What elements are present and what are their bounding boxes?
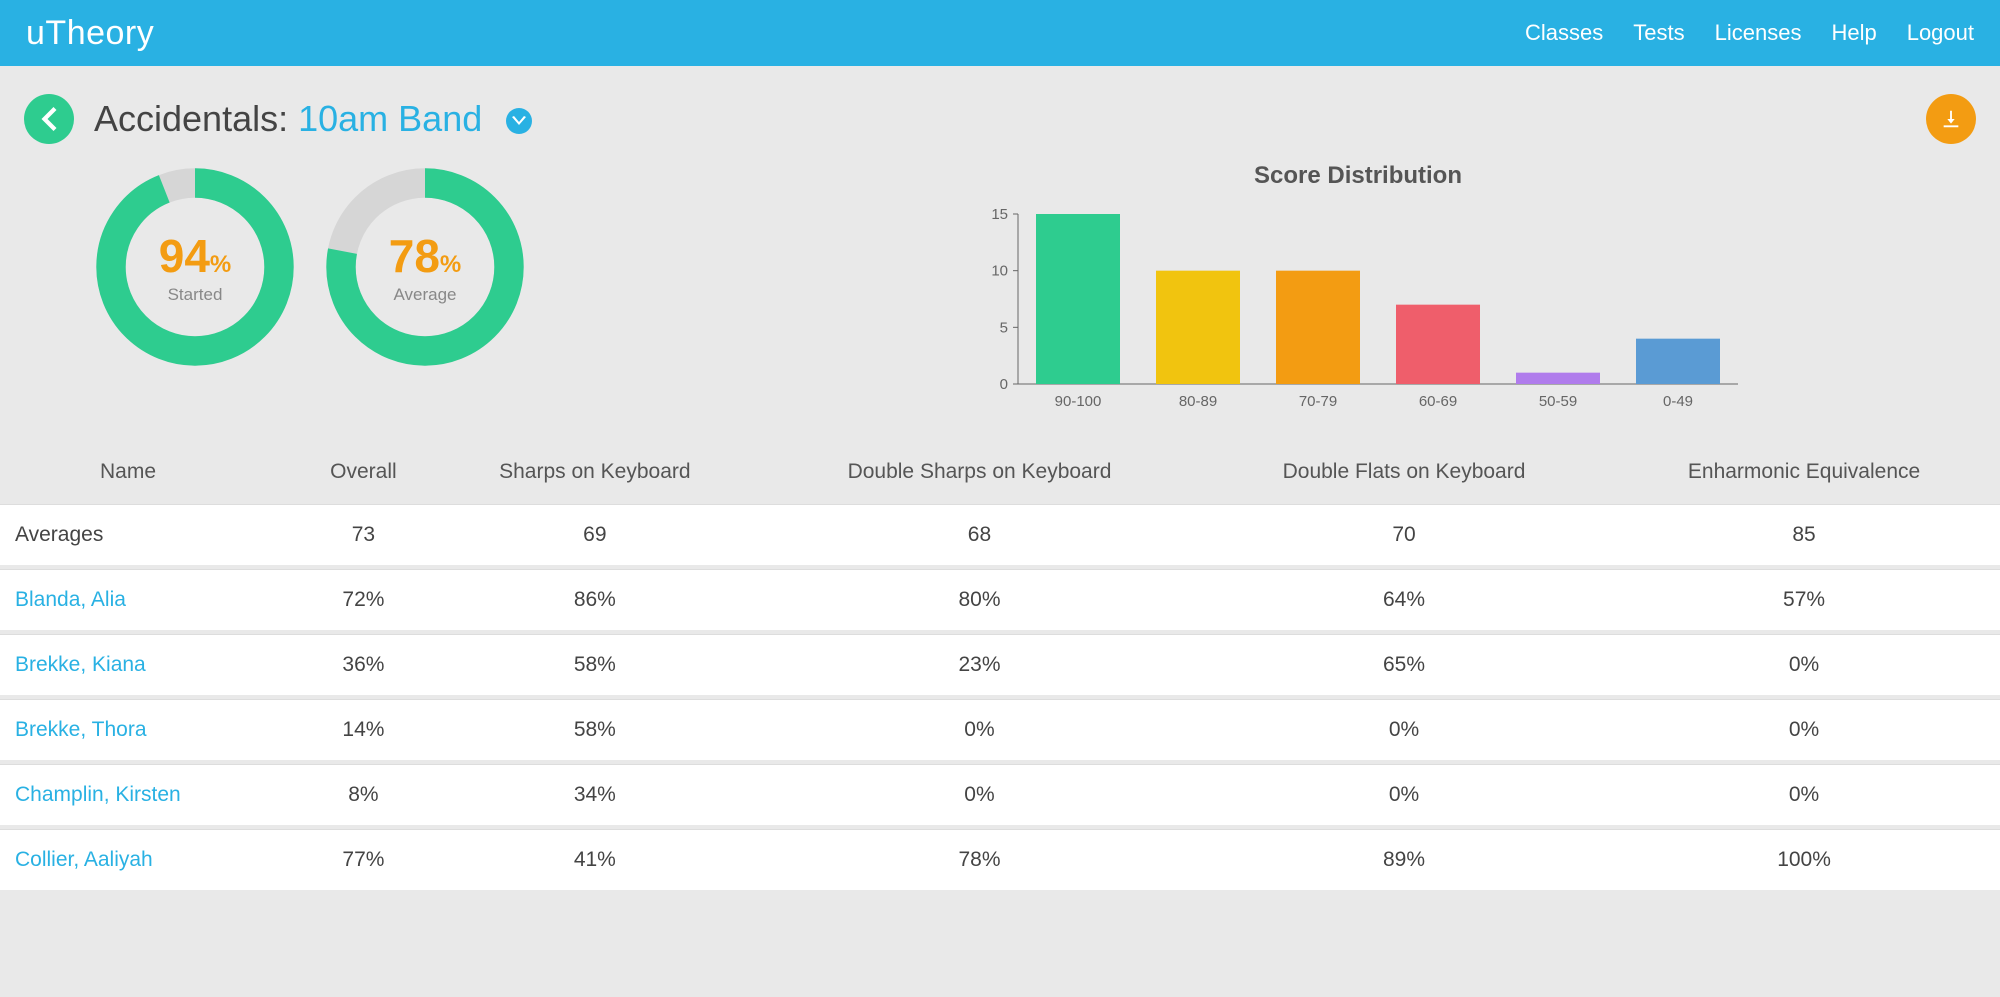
chart-title: Score Distribution — [740, 162, 1976, 190]
nav-licenses[interactable]: Licenses — [1715, 20, 1802, 46]
nav-tests[interactable]: Tests — [1633, 20, 1684, 46]
svg-text:70-79: 70-79 — [1299, 393, 1337, 410]
cell: 14% — [296, 699, 430, 760]
cell: 23% — [759, 634, 1200, 695]
svg-text:15: 15 — [991, 206, 1008, 223]
svg-text:5: 5 — [1000, 319, 1008, 336]
svg-text:0: 0 — [1000, 376, 1008, 393]
bar-60-69 — [1396, 305, 1480, 384]
donut-average-label: Average — [393, 285, 456, 305]
donut-started-value: 94% — [159, 229, 232, 283]
cell: 0% — [1608, 634, 2000, 695]
title-prefix: Accidentals: — [94, 98, 298, 139]
column-header[interactable]: Enharmonic Equivalence — [1608, 444, 2000, 500]
page-title: Accidentals: 10am Band — [94, 98, 532, 140]
cell: 64% — [1200, 569, 1608, 630]
cell: 73 — [296, 504, 430, 565]
summary-row: 94% Started 78% Average Score Distributi… — [0, 154, 2000, 440]
cell: 0% — [1608, 699, 2000, 760]
cell: 65% — [1200, 634, 1608, 695]
averages-label: Averages — [0, 504, 296, 565]
svg-text:10: 10 — [991, 263, 1008, 280]
cell: 41% — [431, 829, 759, 890]
download-button[interactable] — [1926, 94, 1976, 144]
scores-table: NameOverallSharps on KeyboardDouble Shar… — [0, 440, 2000, 894]
back-button[interactable] — [24, 94, 74, 144]
donut-average: 78% Average — [320, 162, 530, 372]
column-header[interactable]: Double Flats on Keyboard — [1200, 444, 1608, 500]
cell: 0% — [759, 764, 1200, 825]
cell: 0% — [1608, 764, 2000, 825]
nav-logout[interactable]: Logout — [1907, 20, 1974, 46]
column-header[interactable]: Name — [0, 444, 296, 500]
column-header[interactable]: Sharps on Keyboard — [431, 444, 759, 500]
cell: 0% — [1200, 764, 1608, 825]
cell: 8% — [296, 764, 430, 825]
cell: 0% — [759, 699, 1200, 760]
logo[interactable]: uTheory — [26, 14, 154, 53]
svg-text:90-100: 90-100 — [1055, 393, 1102, 410]
donut-started: 94% Started — [90, 162, 300, 372]
cell: 86% — [431, 569, 759, 630]
column-header[interactable]: Double Sharps on Keyboard — [759, 444, 1200, 500]
cell: 58% — [431, 699, 759, 760]
cell: 100% — [1608, 829, 2000, 890]
cell: 80% — [759, 569, 1200, 630]
title-row: Accidentals: 10am Band — [0, 66, 2000, 154]
cell: 77% — [296, 829, 430, 890]
student-name[interactable]: Brekke, Thora — [0, 699, 296, 760]
cell: 0% — [1200, 699, 1608, 760]
class-name[interactable]: 10am Band — [298, 98, 482, 139]
table-row: Brekke, Thora14%58%0%0%0% — [0, 699, 2000, 760]
bar-80-89 — [1156, 271, 1240, 384]
bar-70-79 — [1276, 271, 1360, 384]
topbar: uTheory Classes Tests Licenses Help Logo… — [0, 0, 2000, 66]
table-row: Champlin, Kirsten8%34%0%0%0% — [0, 764, 2000, 825]
svg-text:50-59: 50-59 — [1539, 393, 1577, 410]
nav-classes[interactable]: Classes — [1525, 20, 1603, 46]
cell: 68 — [759, 504, 1200, 565]
student-name[interactable]: Champlin, Kirsten — [0, 764, 296, 825]
cell: 78% — [759, 829, 1200, 890]
table-header-row: NameOverallSharps on KeyboardDouble Shar… — [0, 444, 2000, 500]
cell: 89% — [1200, 829, 1608, 890]
student-name[interactable]: Brekke, Kiana — [0, 634, 296, 695]
cell: 69 — [431, 504, 759, 565]
download-icon — [1940, 108, 1962, 130]
cell: 57% — [1608, 569, 2000, 630]
bar-50-59 — [1516, 373, 1600, 384]
svg-text:60-69: 60-69 — [1419, 393, 1457, 410]
column-header[interactable]: Overall — [296, 444, 430, 500]
chevron-left-icon — [41, 107, 57, 131]
donut-average-value: 78% — [389, 229, 462, 283]
donut-charts: 94% Started 78% Average — [90, 162, 530, 372]
nav-help[interactable]: Help — [1831, 20, 1876, 46]
bar-90-100 — [1036, 214, 1120, 384]
cell: 34% — [431, 764, 759, 825]
table-row: Brekke, Kiana36%58%23%65%0% — [0, 634, 2000, 695]
table-row: Blanda, Alia72%86%80%64%57% — [0, 569, 2000, 630]
svg-text:0-49: 0-49 — [1663, 393, 1693, 410]
student-name[interactable]: Collier, Aaliyah — [0, 829, 296, 890]
cell: 70 — [1200, 504, 1608, 565]
chevron-down-icon — [512, 116, 526, 126]
score-distribution-chart: Score Distribution 0 5 10 15 90-100 80-89 70-7… — [740, 162, 1976, 416]
class-dropdown[interactable] — [506, 108, 532, 134]
cell: 36% — [296, 634, 430, 695]
table-row: Collier, Aaliyah77%41%78%89%100% — [0, 829, 2000, 890]
cell: 85 — [1608, 504, 2000, 565]
cell: 72% — [296, 569, 430, 630]
svg-text:80-89: 80-89 — [1179, 393, 1217, 410]
nav: Classes Tests Licenses Help Logout — [1525, 20, 1974, 46]
cell: 58% — [431, 634, 759, 695]
table-row-averages: Averages7369687085 — [0, 504, 2000, 565]
bar-0-49 — [1636, 339, 1720, 384]
donut-started-label: Started — [168, 285, 223, 305]
student-name[interactable]: Blanda, Alia — [0, 569, 296, 630]
